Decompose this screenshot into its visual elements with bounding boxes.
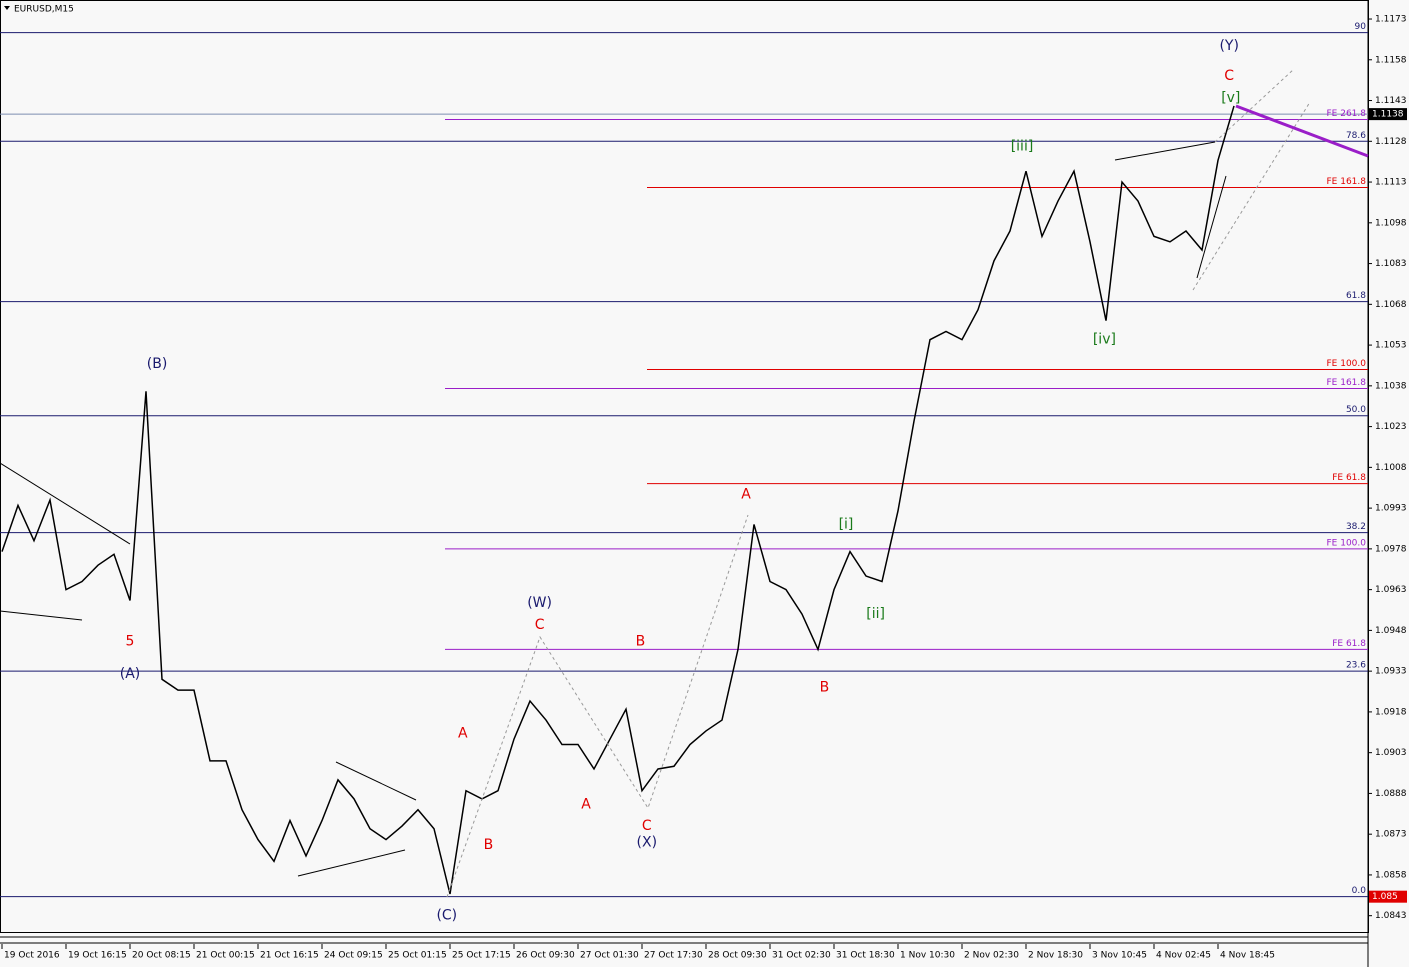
x-tick-label: 2 Nov 18:30 [1028,951,1083,961]
y-tick-label: 1.1068 [1375,300,1407,310]
y-tick-label: 1.1143 [1375,96,1407,106]
y-tick-label: 1.1038 [1375,381,1407,391]
level-label: FE 161.8 [1327,177,1367,187]
x-tick-label: 24 Oct 09:15 [324,951,383,961]
wave-label: C [642,818,652,834]
wave-label: [iii] [1011,139,1034,155]
trendline [297,849,406,877]
y-tick-label: 1.1173 [1375,15,1407,25]
wave-label: A [458,726,468,742]
x-tick-label: 25 Oct 17:15 [452,951,511,961]
price-tag-label: 1.1138 [1372,110,1404,120]
wave-label: (X) [637,834,658,850]
y-tick-label: 1.0993 [1375,504,1407,514]
trendline [335,761,417,801]
y-tick-label: 1.0918 [1375,707,1407,717]
x-tick-label: 1 Nov 10:30 [900,951,955,961]
x-tick-label: 19 Oct 16:15 [68,951,127,961]
level-label: 78.6 [1346,131,1366,141]
price-tag [1369,890,1407,903]
wave-label: (C) [436,908,457,924]
wave-label: A [581,796,591,812]
y-tick-label: 1.1053 [1375,341,1407,351]
level-label: FE 161.8 [1327,378,1367,388]
y-tick-label: 1.1128 [1375,137,1407,147]
price-tag [1369,108,1407,121]
trendline [1114,141,1216,161]
forecast-line [1235,104,1369,158]
wave-label: (A) [120,666,141,682]
y-tick-label: 1.0858 [1375,870,1407,880]
trendlines [0,68,1369,898]
y-tick-label: 1.0948 [1375,626,1407,636]
wave-label: B [636,633,646,649]
y-tick-label: 1.0978 [1375,544,1407,554]
price-tag-label: 1.085 [1372,892,1398,902]
x-tick-label: 21 Oct 00:15 [196,951,255,961]
x-tick-label: 2 Nov 02:30 [964,951,1019,961]
wave-label: B [820,679,830,695]
wave-label: C [535,617,545,633]
y-tick-label: 1.0903 [1375,748,1407,758]
x-tick-label: 3 Nov 10:45 [1092,951,1147,961]
level-label: FE 61.8 [1332,473,1366,483]
menu-arrow [4,6,10,10]
x-tick-label: 4 Nov 02:45 [1156,951,1211,961]
x-tick-label: 31 Oct 02:30 [772,951,831,961]
y-tick-label: 1.1113 [1375,178,1407,188]
wave-label: [v] [1221,90,1240,106]
level-label: 0.0 [1352,886,1367,896]
x-tick-label: 21 Oct 16:15 [260,951,319,961]
y-tick-label: 1.1158 [1375,55,1407,65]
y-tick-label: 1.0843 [1375,911,1407,921]
x-tick-label: 20 Oct 08:15 [132,951,191,961]
wave-zigzag [446,514,749,898]
channel-line [1192,101,1311,291]
price-series [1,105,1235,895]
level-label: FE 100.0 [1327,538,1367,548]
wave-label: B [484,837,494,853]
y-tick-label: 1.1008 [1375,463,1407,473]
y-tick-label: 1.1023 [1375,422,1407,432]
y-tick-label: 1.0888 [1375,789,1407,799]
x-tick-label: 4 Nov 18:45 [1220,951,1275,961]
wave-label: [i] [839,516,854,532]
x-tick-label: 25 Oct 01:15 [388,951,447,961]
chart-title: EURUSD,M15 [14,5,74,15]
wave-label: [ii] [866,606,885,622]
x-tick-label: 27 Oct 01:30 [580,951,639,961]
x-tick-label: 27 Oct 17:30 [644,951,703,961]
trendline [0,462,131,545]
level-label: 50.0 [1346,405,1366,415]
y-tick-label: 1.1098 [1375,218,1407,228]
wave-label: (Y) [1219,38,1238,54]
wave-label: [iv] [1093,332,1116,348]
level-label: 61.8 [1346,291,1366,301]
x-tick-label: 26 Oct 09:30 [516,951,575,961]
x-tick-label: 31 Oct 18:30 [836,951,895,961]
level-label: FE 261.8 [1327,109,1367,119]
level-label: FE 100.0 [1327,359,1367,369]
x-tick-label: 28 Oct 09:30 [708,951,767,961]
wave-label: (W) [527,595,552,611]
x-tick-label: 19 Oct 2016 [4,951,60,961]
y-tick-label: 1.1083 [1375,259,1407,269]
y-tick-label: 1.0933 [1375,667,1407,677]
level-label: 38.2 [1346,522,1366,532]
wave-label: A [741,487,751,503]
level-label: 23.6 [1346,661,1366,671]
wave-label: (B) [147,356,168,372]
trendline [0,610,83,621]
y-tick-label: 1.0873 [1375,830,1407,840]
wave-label: 5 [126,633,135,649]
level-label: 90 [1355,22,1367,32]
wave-label: C [1224,68,1234,84]
level-label: FE 61.8 [1332,639,1366,649]
y-tick-label: 1.0963 [1375,585,1407,595]
trendline [1196,175,1227,279]
